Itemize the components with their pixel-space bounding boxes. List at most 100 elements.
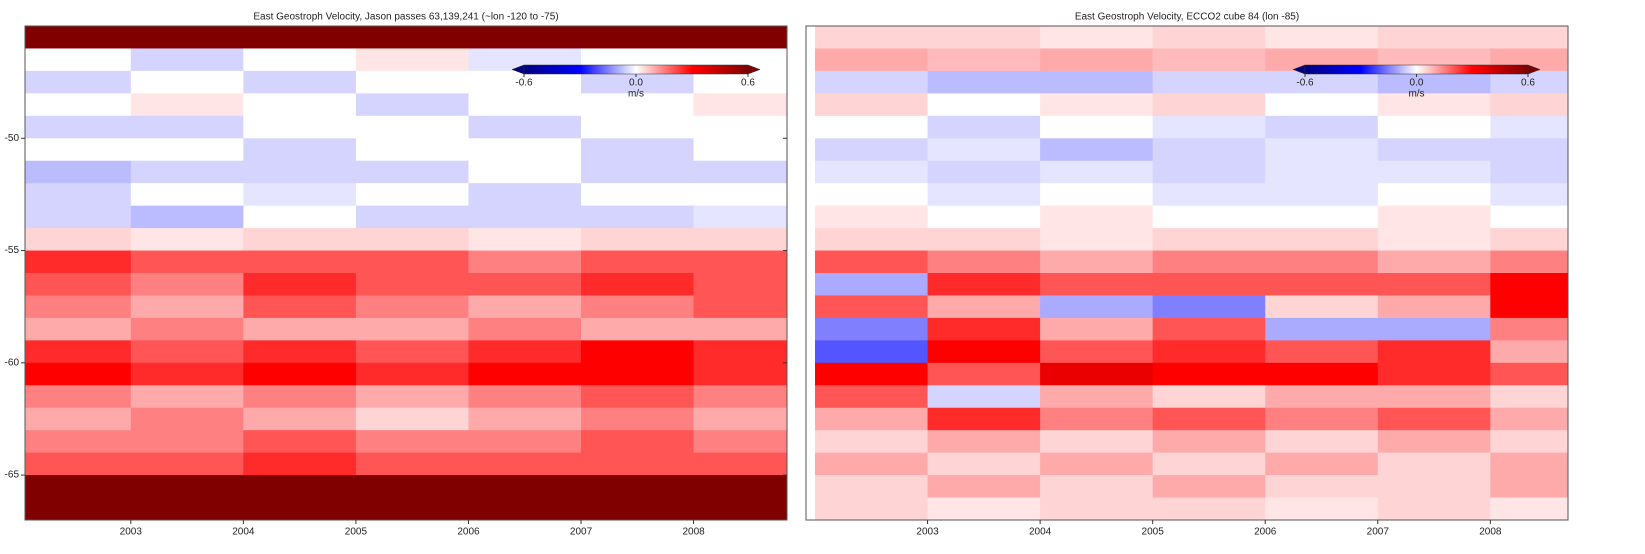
heatmap-cell bbox=[25, 362, 132, 386]
heatmap-cell bbox=[693, 452, 787, 476]
heatmap-cell bbox=[1265, 385, 1379, 409]
heatmap-cell bbox=[1040, 26, 1154, 49]
heatmap-cell bbox=[693, 295, 787, 319]
heatmap-cell bbox=[355, 362, 469, 386]
heatmap-cell bbox=[1377, 70, 1491, 94]
heatmap-cell bbox=[25, 115, 132, 139]
heatmap-cell bbox=[355, 250, 469, 274]
heatmap-cell bbox=[581, 228, 695, 252]
y-tick-label: -55 bbox=[5, 245, 20, 256]
heatmap-cell bbox=[130, 317, 244, 341]
heatmap-cell bbox=[243, 228, 357, 252]
heatmap-cell bbox=[693, 205, 787, 229]
heatmap-cell bbox=[1377, 340, 1491, 364]
heatmap-cell bbox=[1265, 452, 1379, 476]
heatmap-cell bbox=[581, 295, 695, 319]
heatmap-cell bbox=[927, 70, 1041, 94]
heatmap-cell bbox=[355, 452, 469, 476]
colorbar-body bbox=[1304, 64, 1529, 75]
heatmap-cell bbox=[1152, 115, 1266, 139]
heatmap-cell bbox=[1265, 340, 1379, 364]
colorbar-tick-label: 0.0 bbox=[629, 78, 643, 89]
heatmap-cell bbox=[355, 70, 469, 94]
heatmap-cell bbox=[581, 430, 695, 454]
heatmap-cell bbox=[815, 295, 929, 319]
heatmap-cell bbox=[130, 160, 244, 184]
heatmap: East Geostroph Velocity, Jason passes 63… bbox=[5, 12, 788, 538]
heatmap-cell bbox=[693, 70, 787, 94]
x-tick-label: 2008 bbox=[1479, 527, 1502, 538]
heatmap-cell bbox=[581, 115, 695, 139]
heatmap-cell bbox=[1040, 362, 1154, 386]
heatmap-cell bbox=[1490, 228, 1568, 252]
heatmap-cell bbox=[25, 452, 132, 476]
heatmap-cell bbox=[130, 362, 244, 386]
heatmap-cell bbox=[468, 70, 582, 94]
heatmap-cell bbox=[927, 430, 1041, 454]
heatmap-cell bbox=[468, 228, 582, 252]
heatmap-cell bbox=[815, 497, 929, 520]
heatmap-cell bbox=[815, 475, 929, 499]
heatmap-cell bbox=[25, 160, 132, 184]
heatmap-cell bbox=[1490, 362, 1568, 386]
heatmap-cell bbox=[355, 430, 469, 454]
colorbar-tick-label: -0.6 bbox=[1296, 78, 1314, 89]
heatmap-cell bbox=[25, 48, 132, 72]
heatmap-cell bbox=[927, 385, 1041, 409]
heatmap-cell bbox=[581, 250, 695, 274]
heatmap-cell bbox=[130, 70, 244, 94]
heatmap-cell bbox=[1040, 385, 1154, 409]
heatmap-cell bbox=[130, 452, 244, 476]
heatmap-cell bbox=[243, 115, 357, 139]
heatmap-cell bbox=[468, 407, 582, 431]
heatmap-cell bbox=[468, 317, 582, 341]
heatmap-cell bbox=[1377, 160, 1491, 184]
plot-frame bbox=[805, 25, 1569, 521]
colorbar-tick-label: 0.0 bbox=[1410, 78, 1424, 89]
heatmap-cell bbox=[355, 295, 469, 319]
heatmap-cell bbox=[1377, 452, 1491, 476]
heatmap-cell bbox=[693, 93, 787, 117]
heatmap-cell bbox=[130, 295, 244, 319]
heatmap-cell bbox=[927, 497, 1041, 520]
heatmap-cell bbox=[243, 183, 357, 207]
x-tick-label: 2006 bbox=[457, 527, 480, 538]
heatmap-cell bbox=[25, 250, 132, 274]
heatmap-cell bbox=[815, 452, 929, 476]
heatmap-cell bbox=[1152, 295, 1266, 319]
heatmap-cell bbox=[815, 205, 929, 229]
heatmap-cell bbox=[243, 295, 357, 319]
x-tick-label: 2005 bbox=[1142, 527, 1165, 538]
heatmap-cell bbox=[927, 228, 1041, 252]
heatmap-cell bbox=[581, 70, 695, 94]
heatmap-cell bbox=[815, 250, 929, 274]
x-tick-label: 2003 bbox=[916, 527, 939, 538]
heatmap-cell bbox=[1152, 385, 1266, 409]
heatmap-cell bbox=[130, 407, 244, 431]
heatmap-cell bbox=[1152, 138, 1266, 162]
heatmap-cell bbox=[927, 183, 1041, 207]
colorbar-tick-label: -0.6 bbox=[515, 78, 533, 89]
heatmap-cell bbox=[1265, 205, 1379, 229]
heatmap-cell bbox=[1040, 250, 1154, 274]
heatmap-cell bbox=[25, 228, 132, 252]
heatmap-cell bbox=[1265, 93, 1379, 117]
heatmap-cell bbox=[1490, 273, 1568, 296]
heatmap-cell bbox=[1265, 407, 1379, 431]
heatmap-cell bbox=[1490, 452, 1568, 476]
heatmap-cell bbox=[1040, 138, 1154, 162]
heatmap-cell bbox=[1040, 115, 1154, 139]
heatmap-cell bbox=[130, 205, 244, 229]
heatmap-cell bbox=[581, 340, 695, 364]
heatmap-cell bbox=[1490, 407, 1568, 431]
heatmap-cell bbox=[130, 385, 244, 409]
heatmap-cell bbox=[581, 317, 695, 341]
heatmap-cell bbox=[468, 115, 582, 139]
heatmap-cell bbox=[815, 385, 929, 409]
heatmap-cell bbox=[243, 160, 357, 184]
heatmap-cell bbox=[25, 407, 132, 431]
heatmap-cell bbox=[243, 48, 357, 72]
heatmap-cell bbox=[1040, 205, 1154, 229]
heatmap-cell bbox=[468, 250, 582, 274]
heatmap-cell bbox=[1040, 273, 1154, 296]
